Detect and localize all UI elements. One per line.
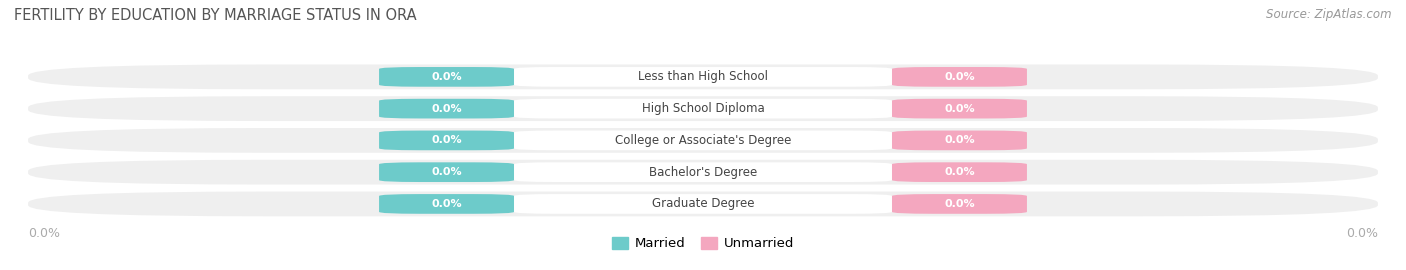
Text: 0.0%: 0.0% bbox=[28, 227, 60, 240]
FancyBboxPatch shape bbox=[380, 162, 515, 182]
FancyBboxPatch shape bbox=[380, 67, 515, 87]
FancyBboxPatch shape bbox=[891, 67, 1026, 87]
Text: 0.0%: 0.0% bbox=[945, 72, 974, 82]
FancyBboxPatch shape bbox=[515, 67, 891, 87]
FancyBboxPatch shape bbox=[515, 131, 891, 150]
Text: 0.0%: 0.0% bbox=[432, 104, 461, 114]
FancyBboxPatch shape bbox=[515, 99, 891, 119]
Text: 0.0%: 0.0% bbox=[945, 104, 974, 114]
Text: Graduate Degree: Graduate Degree bbox=[652, 197, 754, 210]
FancyBboxPatch shape bbox=[891, 194, 1026, 214]
FancyBboxPatch shape bbox=[28, 191, 1378, 216]
Text: 0.0%: 0.0% bbox=[945, 135, 974, 146]
FancyBboxPatch shape bbox=[380, 194, 515, 214]
FancyBboxPatch shape bbox=[380, 131, 515, 150]
Text: 0.0%: 0.0% bbox=[432, 199, 461, 209]
FancyBboxPatch shape bbox=[515, 194, 891, 214]
Text: Source: ZipAtlas.com: Source: ZipAtlas.com bbox=[1267, 8, 1392, 21]
FancyBboxPatch shape bbox=[380, 99, 515, 119]
FancyBboxPatch shape bbox=[891, 99, 1026, 119]
FancyBboxPatch shape bbox=[28, 65, 1378, 89]
Text: 0.0%: 0.0% bbox=[945, 167, 974, 177]
Text: College or Associate's Degree: College or Associate's Degree bbox=[614, 134, 792, 147]
Text: 0.0%: 0.0% bbox=[432, 135, 461, 146]
Text: 0.0%: 0.0% bbox=[1346, 227, 1378, 240]
Text: 0.0%: 0.0% bbox=[945, 199, 974, 209]
FancyBboxPatch shape bbox=[891, 162, 1026, 182]
FancyBboxPatch shape bbox=[515, 162, 891, 182]
Legend: Married, Unmarried: Married, Unmarried bbox=[612, 237, 794, 251]
FancyBboxPatch shape bbox=[28, 160, 1378, 185]
FancyBboxPatch shape bbox=[28, 128, 1378, 153]
Text: Bachelor's Degree: Bachelor's Degree bbox=[650, 166, 756, 179]
FancyBboxPatch shape bbox=[891, 131, 1026, 150]
FancyBboxPatch shape bbox=[28, 96, 1378, 121]
Text: Less than High School: Less than High School bbox=[638, 70, 768, 83]
Text: FERTILITY BY EDUCATION BY MARRIAGE STATUS IN ORA: FERTILITY BY EDUCATION BY MARRIAGE STATU… bbox=[14, 8, 416, 23]
Text: 0.0%: 0.0% bbox=[432, 72, 461, 82]
Text: 0.0%: 0.0% bbox=[432, 167, 461, 177]
Text: High School Diploma: High School Diploma bbox=[641, 102, 765, 115]
